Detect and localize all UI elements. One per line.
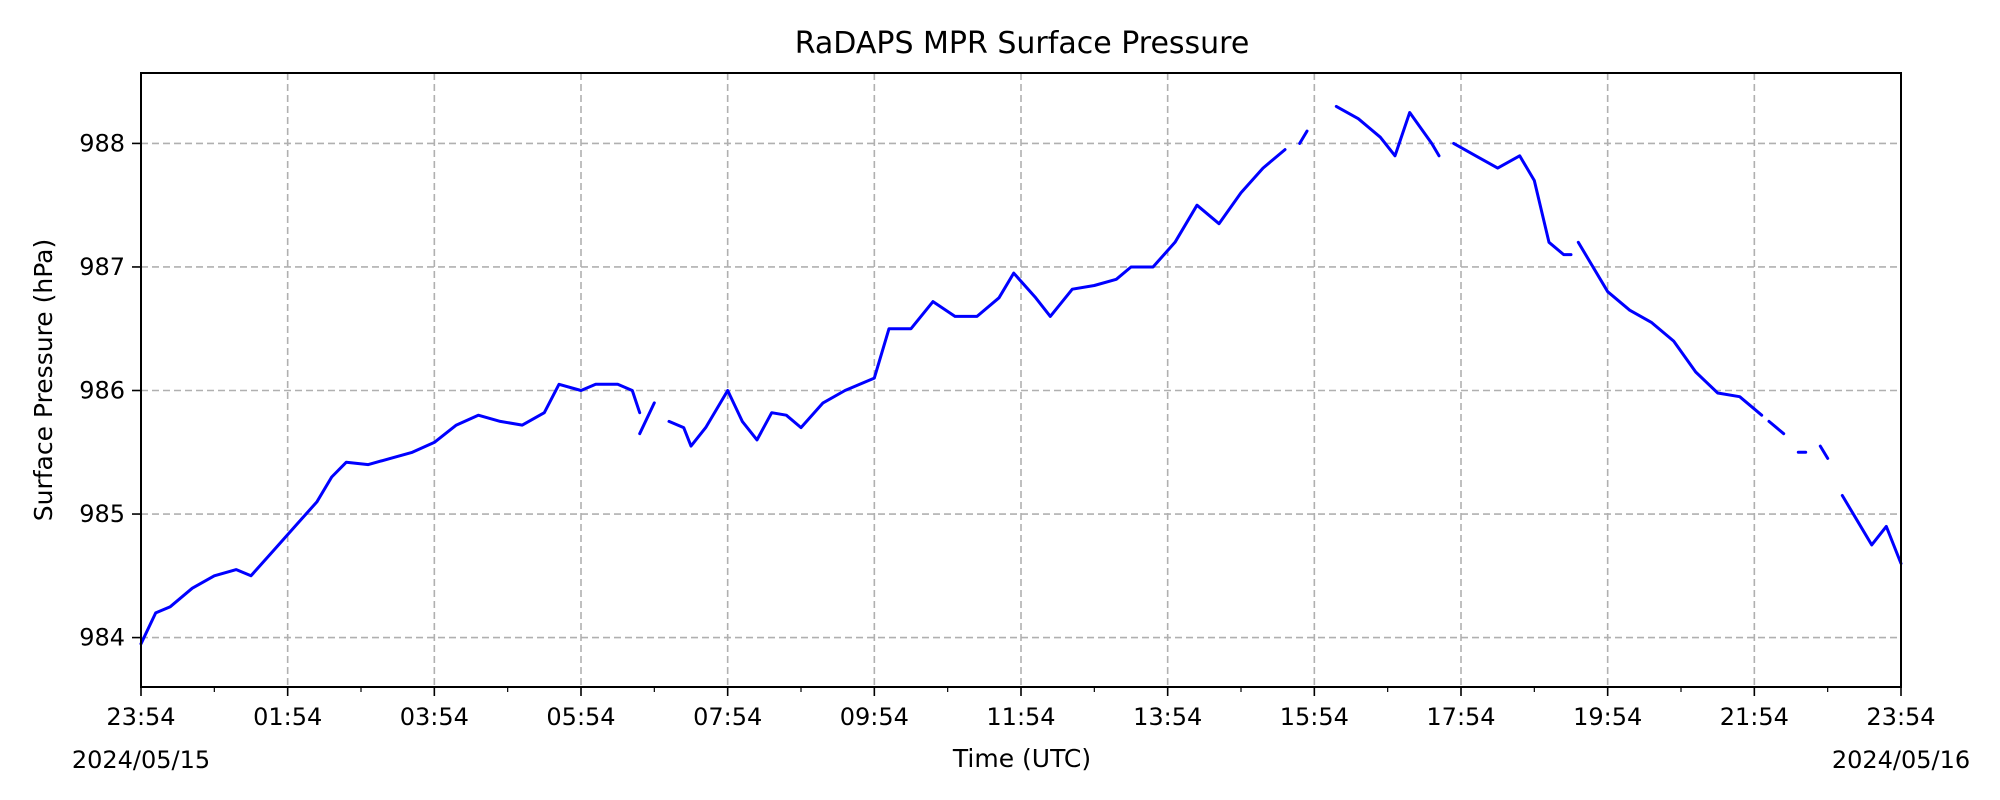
y-axis-title: Surface Pressure (hPa)	[29, 239, 58, 522]
pressure-line-segment	[139, 382, 642, 646]
x-start-date-label: 2024/05/15	[72, 746, 210, 774]
pressure-line-segment	[1576, 240, 1764, 417]
pressure-line-segment	[1298, 129, 1309, 145]
x-tick-label: 23:54	[106, 703, 175, 731]
chart-title: RaDAPS MPR Surface Pressure	[795, 26, 1250, 61]
y-tick-label: 987	[79, 253, 125, 281]
y-tick-label: 984	[79, 624, 125, 652]
y-tick-label: 988	[79, 129, 125, 157]
x-tick-label: 09:54	[840, 703, 909, 731]
x-tick-label: 03:54	[400, 703, 469, 731]
pressure-line-segment	[1840, 494, 1903, 565]
pressure-line-segment	[1818, 444, 1830, 460]
x-tick-label: 07:54	[693, 703, 762, 731]
x-tick-label: 15:54	[1280, 703, 1349, 731]
x-tick-label: 05:54	[546, 703, 615, 731]
x-axis-title: Time (UTC)	[952, 744, 1091, 773]
y-tick-label: 985	[79, 500, 125, 528]
x-axis: 23:54 01:54 03:54 05:54 07:54 09:54 11:54 13:54…	[106, 687, 1936, 731]
pressure-line-segment	[1334, 104, 1441, 158]
x-tick-label: 11:54	[986, 703, 1055, 731]
x-tick-label: 21:54	[1720, 703, 1789, 731]
x-end-date-label: 2024/05/16	[1832, 746, 1970, 774]
x-tick-label: 13:54	[1133, 703, 1202, 731]
x-tick-label: 01:54	[253, 703, 322, 731]
pressure-line-segment	[1767, 419, 1786, 436]
pressure-line-segment	[1452, 141, 1573, 257]
x-tick-label: 23:54	[1866, 703, 1935, 731]
pressure-line-segment	[638, 401, 656, 436]
y-axis: 984 985 986 987 988	[79, 129, 141, 652]
pressure-line-segment	[667, 148, 1287, 448]
x-tick-label: 17:54	[1426, 703, 1495, 731]
x-tick-label: 19:54	[1573, 703, 1642, 731]
pressure-series	[139, 104, 1903, 646]
grid-lines	[141, 73, 1901, 687]
y-tick-label: 986	[79, 377, 125, 405]
